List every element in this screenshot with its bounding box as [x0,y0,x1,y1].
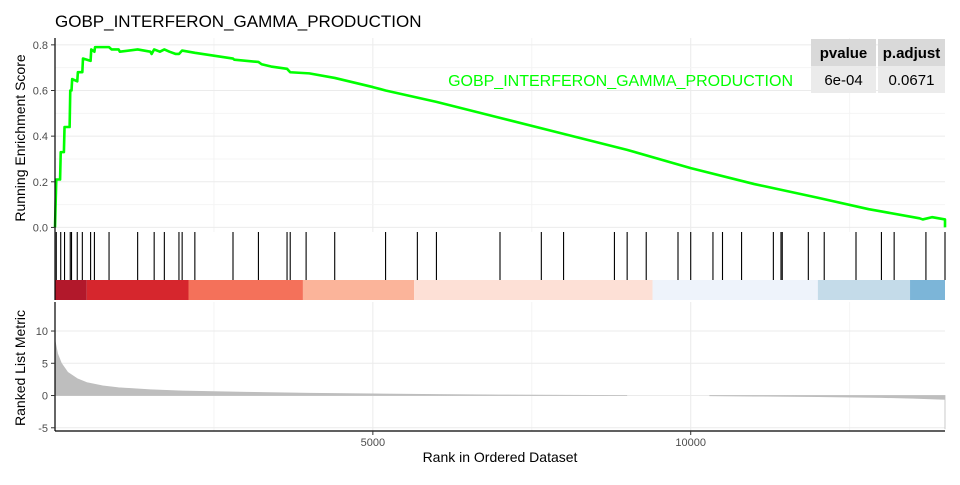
table-cell-pvalue: 6e-04 [824,72,862,89]
es-y-tick-label: 0.6 [33,85,48,97]
color-bar-segment [910,280,945,300]
ranked-metric-area [54,340,628,396]
table-header-padjust: p.adjust [883,45,941,62]
ranked-metric-area [709,395,946,430]
es-y-tick-label: 0.8 [33,40,48,52]
es-y-tick-label: 0.2 [33,177,48,189]
rank-y-tick-label: 10 [36,326,48,338]
ranked-list-area [54,340,946,430]
gene-hit-marks [55,232,946,280]
es-y-tick-label: 0.4 [33,131,48,143]
ranking-color-bar [55,280,945,300]
rank-y-tick-label: -5 [38,423,48,435]
es-y-tick-label: 0.0 [33,222,48,234]
series-label: GOBP_INTERFERON_GAMMA_PRODUCTION [448,73,793,90]
table-cell-bg [811,66,876,93]
es-y-axis-label: Running Enrichment Score [12,54,28,222]
table-header-pvalue: pvalue [820,45,868,62]
color-bar-segment [55,280,87,300]
x-tick-label: 10000 [675,437,706,449]
rank-y-tick-labels: -5 0 5 10 [36,326,55,435]
chart-title: GOBP_INTERFERON_GAMMA_PRODUCTION [55,12,422,31]
table-cell-bg [878,66,945,93]
table-cell-padjust: 0.0671 [889,72,935,89]
x-tick-labels: 5000 10000 [361,431,706,449]
color-bar-segment [414,280,653,300]
color-bar-segment [188,280,303,300]
rank-y-tick-label: 5 [42,358,48,370]
enrichment-score-line [53,45,947,228]
table-header-cell-bg [878,39,945,66]
color-bar-segment [652,280,818,300]
axes [54,38,945,432]
stats-table: pvalue p.adjust 6e-04 0.0671 [811,39,945,93]
color-bar-segment [817,280,911,300]
x-axis-label: Rank in Ordered Dataset [423,449,578,465]
es-panel-grid [55,38,945,232]
x-tick-label: 5000 [361,437,385,449]
rank-y-axis-label: Ranked List Metric [12,310,28,426]
rank-y-tick-label: 0 [42,391,48,403]
es-y-tick-labels: 0.0 0.2 0.4 0.6 0.8 [33,40,55,234]
color-bar-segment [86,280,189,300]
table-header-cell-bg [811,39,876,66]
color-bar-segment [302,280,415,300]
enrichment-score-line-group [53,45,947,228]
